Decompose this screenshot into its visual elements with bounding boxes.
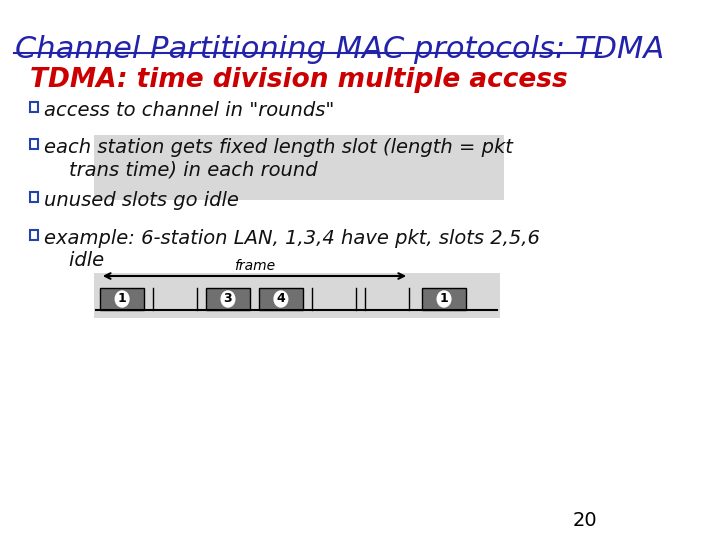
Text: access to channel in "rounds": access to channel in "rounds" <box>45 101 335 120</box>
Bar <box>30 139 38 149</box>
Text: unused slots go idle: unused slots go idle <box>45 191 239 210</box>
Text: 20: 20 <box>573 511 598 530</box>
Circle shape <box>274 291 288 307</box>
Bar <box>94 273 500 318</box>
Bar <box>422 288 467 310</box>
Bar <box>30 102 38 112</box>
Text: frame: frame <box>234 259 275 273</box>
Text: 1: 1 <box>118 293 127 306</box>
Text: 1: 1 <box>440 293 449 306</box>
Bar <box>94 135 504 200</box>
Bar <box>30 230 38 240</box>
Text: TDMA: time division multiple access: TDMA: time division multiple access <box>30 67 567 93</box>
Bar <box>258 288 303 310</box>
Bar <box>100 288 144 310</box>
Text: 4: 4 <box>276 293 285 306</box>
Circle shape <box>115 291 129 307</box>
Bar <box>206 288 250 310</box>
Bar <box>30 192 38 202</box>
Circle shape <box>221 291 235 307</box>
Circle shape <box>437 291 451 307</box>
Text: Channel Partitioning MAC protocols: TDMA: Channel Partitioning MAC protocols: TDMA <box>15 35 665 64</box>
Text: 3: 3 <box>224 293 233 306</box>
Text: each station gets fixed length slot (length = pkt
    trans time) in each round: each station gets fixed length slot (len… <box>45 138 513 179</box>
Text: example: 6-station LAN, 1,3,4 have pkt, slots 2,5,6
    idle: example: 6-station LAN, 1,3,4 have pkt, … <box>45 229 540 270</box>
